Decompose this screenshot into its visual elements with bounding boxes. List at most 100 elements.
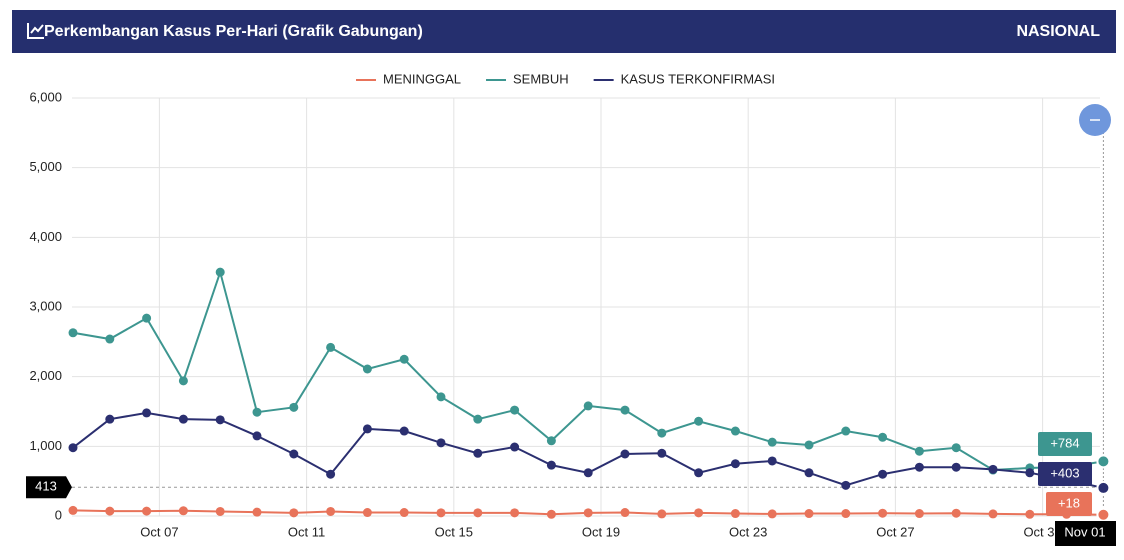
data-point	[583, 468, 593, 478]
y-tick-label: 3,000	[29, 298, 62, 313]
data-point	[252, 407, 262, 417]
data-point	[510, 405, 520, 415]
data-point	[914, 509, 924, 519]
data-point	[68, 505, 78, 515]
data-point	[951, 508, 961, 518]
data-point	[68, 443, 78, 453]
data-point	[473, 448, 483, 458]
data-point	[142, 408, 152, 418]
data-point	[951, 462, 961, 472]
series-line	[72, 268, 1104, 472]
data-point	[878, 469, 888, 479]
data-point	[804, 509, 814, 519]
y-tick-label: 4,000	[29, 229, 62, 244]
data-point	[289, 402, 299, 412]
data-point	[620, 405, 630, 415]
data-point	[1096, 507, 1111, 522]
data-point	[1096, 480, 1111, 495]
data-point	[694, 508, 704, 518]
tooltip-box	[1046, 492, 1092, 516]
data-point	[657, 428, 667, 438]
data-point	[841, 426, 851, 436]
data-point	[730, 509, 740, 519]
tooltip-box	[1038, 432, 1092, 456]
data-point	[436, 392, 446, 402]
y-tick-label: 5,000	[29, 159, 62, 174]
data-point	[1025, 468, 1035, 478]
data-point	[878, 432, 888, 442]
crosshair-x-box	[1055, 521, 1116, 546]
data-point	[620, 508, 630, 518]
data-point	[510, 442, 520, 452]
x-tick-label: Oct 07	[140, 524, 178, 539]
data-point	[105, 506, 115, 516]
legend-label: SEMBUH	[513, 71, 569, 86]
data-point	[399, 426, 409, 436]
data-point	[546, 460, 556, 470]
data-point	[289, 449, 299, 459]
x-tick-label: Oct 23	[729, 524, 767, 539]
x-tick-label: Oct 19	[582, 524, 620, 539]
data-point	[68, 328, 78, 338]
data-point	[657, 509, 667, 519]
x-tick-label: Oct 31	[1023, 524, 1061, 539]
data-point	[326, 342, 336, 352]
data-point	[215, 506, 225, 516]
data-point	[657, 448, 667, 458]
data-point	[142, 506, 152, 516]
data-point	[142, 313, 152, 323]
data-point	[694, 416, 704, 426]
y-tick-label: 0	[55, 507, 62, 522]
data-point	[399, 354, 409, 364]
data-point	[326, 506, 336, 516]
x-tick-label: Oct 15	[435, 524, 473, 539]
data-point	[436, 438, 446, 448]
data-point	[473, 414, 483, 424]
header-bar	[12, 10, 1116, 53]
y-tick-label: 1,000	[29, 438, 62, 453]
data-point	[914, 462, 924, 472]
data-point	[878, 508, 888, 518]
data-point	[1096, 454, 1111, 469]
data-point	[988, 464, 998, 474]
data-point	[583, 508, 593, 518]
data-point	[988, 509, 998, 519]
data-point	[730, 426, 740, 436]
region-label: NASIONAL	[1016, 23, 1100, 40]
data-point	[730, 459, 740, 469]
x-tick-label: Oct 27	[876, 524, 914, 539]
data-point	[252, 431, 262, 441]
data-point	[767, 456, 777, 466]
data-point	[326, 469, 336, 479]
crosshair-y-box	[26, 476, 72, 499]
data-point	[215, 415, 225, 425]
y-tick-label: 6,000	[29, 89, 62, 104]
data-point	[583, 401, 593, 411]
data-point	[362, 364, 372, 374]
data-point	[105, 334, 115, 344]
data-point	[178, 414, 188, 424]
data-point	[436, 508, 446, 518]
data-point	[289, 508, 299, 518]
header-title: Perkembangan Kasus Per-Hari (Grafik Gabu…	[44, 23, 423, 40]
data-point	[694, 468, 704, 478]
data-point	[914, 446, 924, 456]
data-point	[362, 508, 372, 518]
data-point	[767, 509, 777, 519]
chart-icon	[27, 23, 44, 39]
data-point	[767, 437, 777, 447]
y-tick-label: 2,000	[29, 368, 62, 383]
crosshair-x-label: Nov 01	[1064, 524, 1105, 539]
data-point	[841, 509, 851, 519]
data-point	[105, 414, 115, 424]
data-point	[252, 507, 262, 517]
data-point	[473, 508, 483, 518]
data-point	[510, 508, 520, 518]
data-point	[546, 509, 556, 519]
data-point	[399, 508, 409, 518]
tooltip-label: +18	[1058, 495, 1080, 510]
data-point	[178, 506, 188, 516]
data-point	[546, 436, 556, 446]
data-point	[841, 480, 851, 490]
